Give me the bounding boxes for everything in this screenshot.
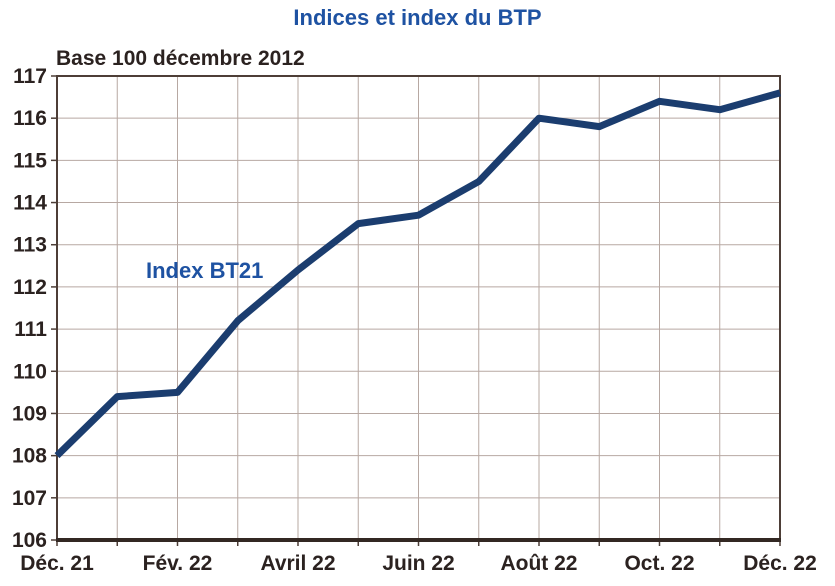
x-tick-label: Fév. 22	[143, 552, 213, 575]
chart-subtitle: Base 100 décembre 2012	[56, 47, 305, 70]
y-tick-label: 114	[13, 192, 47, 215]
y-tick-label: 112	[13, 276, 47, 299]
x-tick-label: Avril 22	[260, 552, 335, 575]
index-bt21-line	[54, 89, 781, 459]
y-tick-label: 117	[13, 65, 47, 88]
chart-title: Indices et index du BTP	[293, 5, 542, 30]
y-tick-label: 110	[13, 360, 47, 383]
y-tick-label: 106	[12, 529, 47, 552]
y-tick-label: 115	[13, 149, 47, 172]
y-tick-label: 108	[12, 445, 47, 468]
x-tick-label: Déc. 22	[743, 552, 817, 575]
y-tick-label: 107	[12, 487, 47, 510]
x-tick-label: Juin 22	[382, 552, 454, 575]
x-tick-label: Déc. 21	[20, 552, 94, 575]
y-tick-label: 109	[12, 402, 47, 425]
x-tick-label: Août 22	[500, 552, 577, 575]
y-tick-label: 111	[14, 318, 47, 341]
x-tick-label: Oct. 22	[624, 552, 694, 575]
y-tick-label: 116	[13, 107, 47, 130]
series-label-index-bt21: Index BT21	[146, 258, 264, 283]
y-tick-label: 113	[13, 234, 47, 257]
